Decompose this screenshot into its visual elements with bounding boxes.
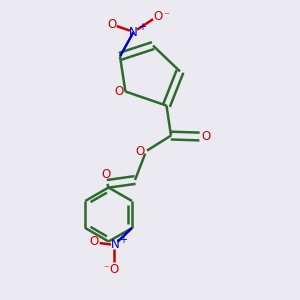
- Text: N: N: [110, 238, 119, 251]
- Text: O: O: [101, 167, 110, 181]
- Text: N: N: [129, 26, 138, 39]
- Text: O: O: [89, 235, 98, 248]
- Text: O: O: [110, 263, 119, 276]
- Text: O: O: [136, 145, 145, 158]
- Text: O: O: [114, 85, 123, 98]
- Text: ⁻: ⁻: [163, 11, 169, 21]
- Text: ⁻: ⁻: [103, 264, 109, 274]
- Text: +: +: [119, 235, 127, 245]
- Text: O: O: [201, 130, 210, 143]
- Text: +: +: [138, 22, 146, 32]
- Text: O: O: [153, 10, 162, 23]
- Text: O: O: [107, 18, 116, 31]
